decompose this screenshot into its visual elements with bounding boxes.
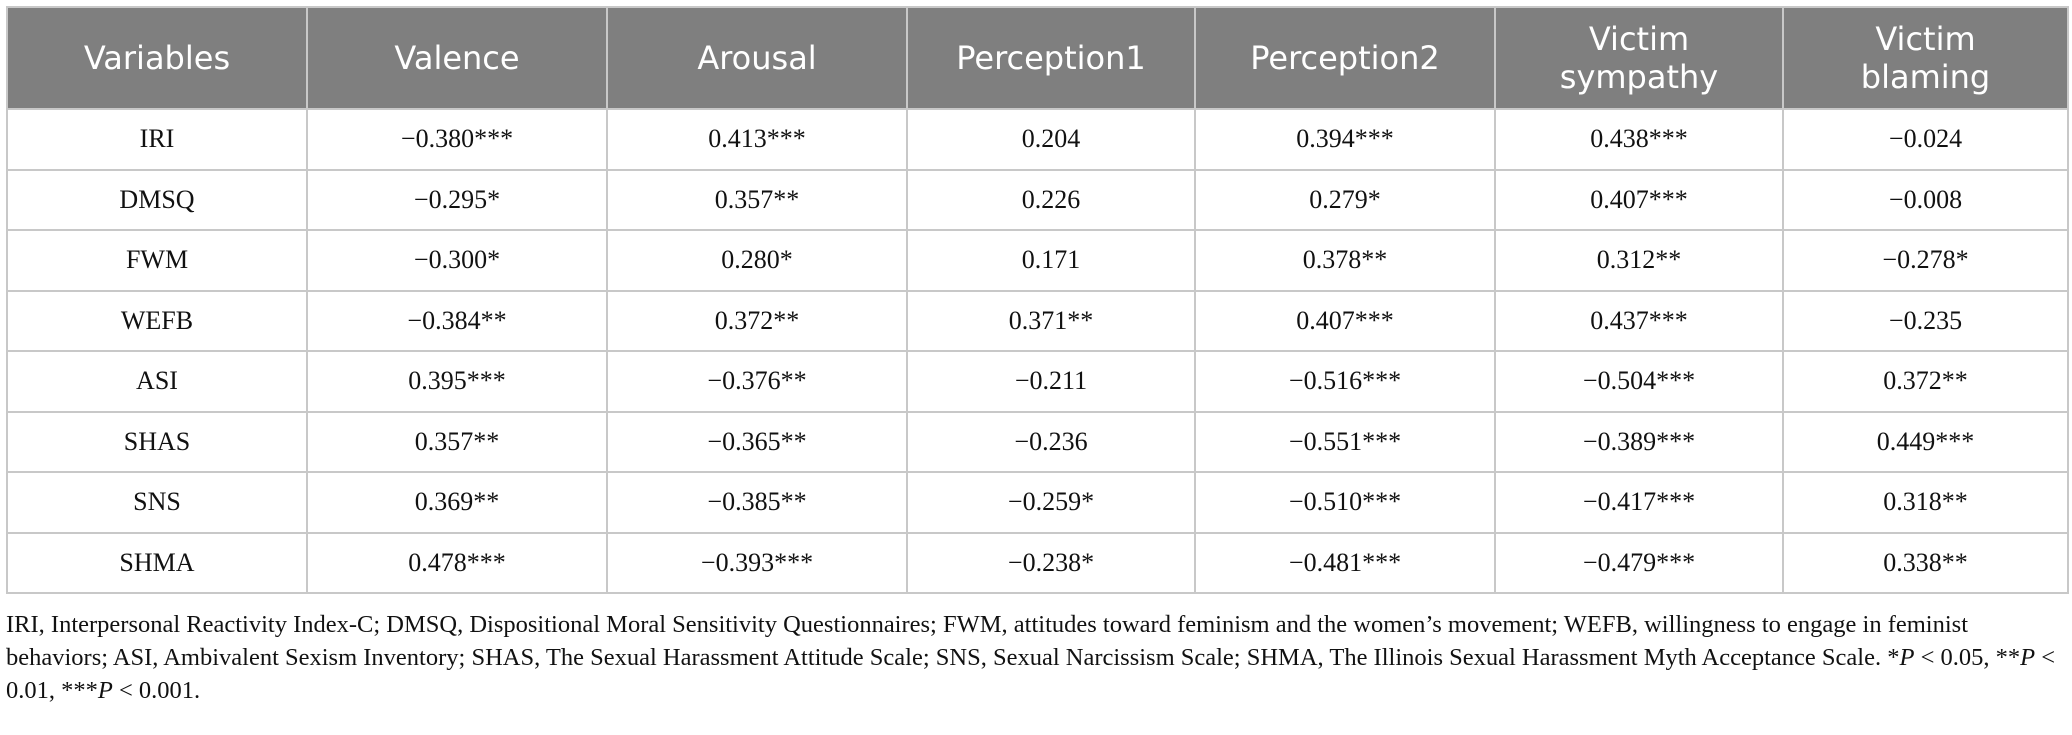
table-cell: −0.235: [1782, 289, 2069, 352]
table-cell: 0.438***: [1494, 108, 1784, 171]
column-header: Valence: [306, 6, 608, 110]
table-cell: −0.510***: [1194, 471, 1496, 534]
table-cell: 0.449***: [1782, 410, 2069, 473]
row-label: SHMA: [6, 531, 308, 594]
table-cell: 0.226: [906, 168, 1196, 231]
table-cell: 0.478***: [306, 531, 608, 594]
footnote-abbreviations: IRI, Interpersonal Reactivity Index-C; D…: [6, 611, 1968, 671]
table-cell: 0.357**: [606, 168, 908, 231]
table-cell: 0.279*: [1194, 168, 1496, 231]
table-row: SHMA 0.478*** −0.393*** −0.238* −0.481*** −0.…: [6, 531, 2069, 594]
table-cell: −0.385**: [606, 471, 908, 534]
row-label: WEFB: [6, 289, 308, 352]
column-header: Perception2: [1194, 6, 1496, 110]
table-body: IRI −0.380*** 0.413*** 0.204 0.394*** 0.438**…: [6, 108, 2069, 594]
table-cell: −0.481***: [1194, 531, 1496, 594]
table-cell: 0.369**: [306, 471, 608, 534]
table-cell: −0.211: [906, 350, 1196, 413]
row-label: SHAS: [6, 410, 308, 473]
table-cell: −0.417***: [1494, 471, 1784, 534]
table-cell: −0.384**: [306, 289, 608, 352]
row-label: FWM: [6, 229, 308, 292]
footnote-significance: *P < 0.05, **P < 0.01, ***P < 0.001.: [6, 644, 2056, 704]
table-row: DMSQ −0.295* 0.357** 0.226 0.279* 0.407*** −0.…: [6, 168, 2069, 231]
table-cell: −0.259*: [906, 471, 1196, 534]
table-header-row: Variables Valence Arousal Perception1 Percep…: [6, 6, 2069, 110]
table-cell: 0.204: [906, 108, 1196, 171]
table-cell: 0.280*: [606, 229, 908, 292]
row-label: SNS: [6, 471, 308, 534]
table-cell: 0.378**: [1194, 229, 1496, 292]
table-cell: 0.437***: [1494, 289, 1784, 352]
table-cell: −0.300*: [306, 229, 608, 292]
column-header: Perception1: [906, 6, 1196, 110]
row-label: IRI: [6, 108, 308, 171]
table-cell: 0.372**: [1782, 350, 2069, 413]
table-cell: −0.295*: [306, 168, 608, 231]
row-label: DMSQ: [6, 168, 308, 231]
table-row: SNS 0.369** −0.385** −0.259* −0.510*** −0.417…: [6, 471, 2069, 534]
table-cell: −0.024: [1782, 108, 2069, 171]
table-cell: 0.312**: [1494, 229, 1784, 292]
table-cell: 0.357**: [306, 410, 608, 473]
column-header: Victim sympathy: [1494, 6, 1784, 110]
table-row: FWM −0.300* 0.280* 0.171 0.378** 0.312** −0.27…: [6, 229, 2069, 292]
table-cell: 0.407***: [1494, 168, 1784, 231]
table-row: SHAS 0.357** −0.365** −0.236 −0.551*** −0.389…: [6, 410, 2069, 473]
table-cell: −0.376**: [606, 350, 908, 413]
table-cell: −0.278*: [1782, 229, 2069, 292]
table-cell: 0.372**: [606, 289, 908, 352]
row-label: ASI: [6, 350, 308, 413]
table-row: WEFB −0.384** 0.372** 0.371** 0.407*** 0.437*…: [6, 289, 2069, 352]
table-cell: 0.407***: [1194, 289, 1496, 352]
column-header: Variables: [6, 6, 308, 110]
column-header: Arousal: [606, 6, 908, 110]
table-cell: −0.365**: [606, 410, 908, 473]
table-row: ASI 0.395*** −0.376** −0.211 −0.516*** −0.504…: [6, 350, 2069, 413]
table-footnote: IRI, Interpersonal Reactivity Index-C; D…: [6, 608, 2066, 707]
table-cell: −0.516***: [1194, 350, 1496, 413]
column-header: Victim blaming: [1782, 6, 2069, 110]
table-cell: 0.371**: [906, 289, 1196, 352]
table-cell: −0.479***: [1494, 531, 1784, 594]
table-cell: −0.551***: [1194, 410, 1496, 473]
table-cell: 0.338**: [1782, 531, 2069, 594]
correlation-table: Variables Valence Arousal Perception1 Percep…: [6, 6, 2069, 594]
table-cell: 0.395***: [306, 350, 608, 413]
table-cell: 0.413***: [606, 108, 908, 171]
table-container: Variables Valence Arousal Perception1 Percep…: [6, 6, 2069, 707]
table-cell: −0.389***: [1494, 410, 1784, 473]
table-cell: −0.380***: [306, 108, 608, 171]
table-cell: −0.393***: [606, 531, 908, 594]
table-cell: −0.504***: [1494, 350, 1784, 413]
table-cell: −0.236: [906, 410, 1196, 473]
table-cell: 0.171: [906, 229, 1196, 292]
table-row: IRI −0.380*** 0.413*** 0.204 0.394*** 0.438**…: [6, 108, 2069, 171]
table-cell: 0.394***: [1194, 108, 1496, 171]
table-cell: 0.318**: [1782, 471, 2069, 534]
table-cell: −0.008: [1782, 168, 2069, 231]
table-cell: −0.238*: [906, 531, 1196, 594]
